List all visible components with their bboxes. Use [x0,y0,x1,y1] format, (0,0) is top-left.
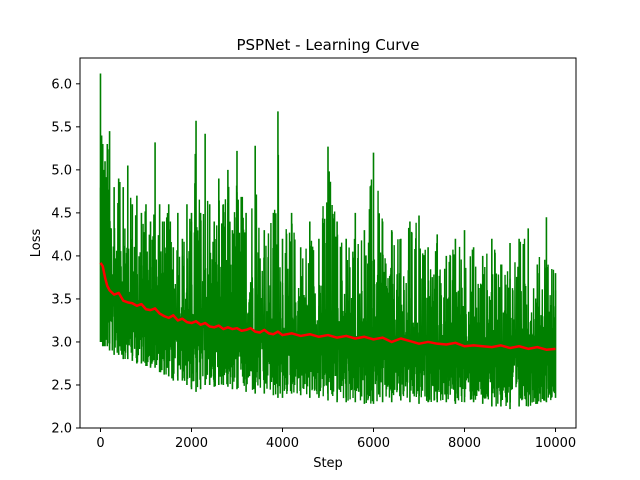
chart-title: PSPNet - Learning Curve [236,36,419,54]
raw-loss-peaks [99,73,557,410]
y-axis-label: Loss [29,229,44,258]
x-tick-label: 2000 [175,436,208,451]
y-tick-label: 3.0 [51,335,72,350]
x-tick-label: 10000 [535,436,576,451]
x-axis-label: Step [313,456,343,471]
y-tick-label: 5.0 [51,163,72,178]
y-tick-label: 4.0 [51,249,72,264]
x-tick-label: 6000 [357,436,390,451]
y-axis: 2.0 2.5 3.0 3.5 4.0 4.5 5.0 5.5 6.0 [51,77,80,437]
y-tick-label: 2.0 [51,422,72,437]
y-tick-label: 6.0 [51,77,72,92]
smoothed-loss-series [99,262,556,351]
x-tick-label: 8000 [448,436,481,451]
y-tick-label: 4.5 [51,206,72,221]
x-axis: 0 2000 4000 6000 8000 10000 [96,428,576,451]
x-tick-label: 0 [96,436,104,451]
plot-area [99,73,557,410]
y-tick-label: 3.5 [51,292,72,307]
y-tick-label: 2.5 [51,378,72,393]
series-group [99,73,557,410]
x-tick-label: 4000 [266,436,299,451]
y-tick-label: 5.5 [51,120,72,135]
axes-frame [79,57,577,429]
